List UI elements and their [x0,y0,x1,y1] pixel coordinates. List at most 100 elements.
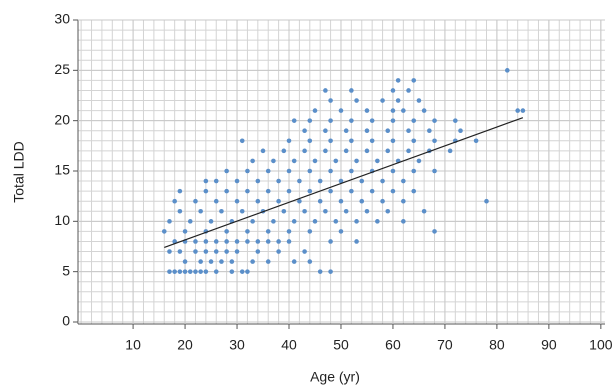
point [297,178,302,184]
point [245,168,250,174]
point [302,148,307,154]
point [349,138,354,144]
point [286,229,292,234]
point [255,249,261,254]
point [255,239,261,244]
point [172,239,177,244]
point [203,188,209,194]
y-tick-label: 15 [54,162,70,178]
point [193,239,198,244]
y-tick-label: 25 [54,61,70,77]
point [390,188,396,194]
point [323,148,328,154]
point [380,98,385,103]
y-tick-label: 20 [54,111,70,127]
point [203,178,209,184]
point [255,198,261,204]
point [224,188,229,194]
point [484,198,489,204]
y-axis-label: Total LDD [11,141,27,202]
point [203,249,209,254]
point [432,118,437,123]
point [364,128,370,134]
point [390,108,396,113]
point [245,269,250,274]
point [234,178,240,184]
point [317,198,323,204]
point [323,208,328,214]
point [276,239,281,244]
point [234,249,240,254]
point [401,219,406,224]
point [364,208,370,214]
point [224,249,229,254]
point [265,259,271,264]
y-tick-label: 0 [62,313,70,329]
point [213,198,219,204]
point [276,249,281,254]
trend-line [164,117,524,249]
point [390,138,396,144]
point [229,269,235,274]
point [245,229,250,234]
point [265,188,271,194]
point [245,188,250,194]
point [354,158,359,164]
point [447,148,453,154]
point [265,239,271,244]
point [401,108,406,113]
x-axis-label: Age (yr) [310,369,360,385]
point [302,128,307,134]
point [234,198,240,204]
x-tick-label: 60 [385,337,401,353]
point [239,269,245,274]
point [213,269,219,274]
point [328,168,333,174]
point [333,158,339,164]
point [323,128,328,134]
point [291,118,297,123]
x-tick-label: 50 [333,337,349,353]
point [354,98,359,103]
point [208,259,214,264]
point [338,229,344,234]
point [385,208,391,214]
point [432,229,437,234]
point [167,269,172,274]
point [343,148,349,154]
point [229,259,235,264]
point [161,229,167,234]
point [453,118,458,123]
point [333,219,339,224]
point [375,158,380,164]
point [390,88,396,93]
point [281,148,287,154]
point [239,138,245,144]
point [364,148,370,154]
point [343,128,349,134]
point [177,269,183,274]
point [250,158,255,164]
point [411,118,417,123]
point [224,168,229,174]
point [213,249,219,254]
point [369,138,375,144]
point [291,219,297,224]
point [369,188,375,194]
point [203,269,209,274]
point [343,208,349,214]
point [286,239,292,244]
point [219,208,224,214]
point [401,198,406,204]
point [239,208,245,214]
point [271,158,276,164]
point [380,178,385,184]
point [187,269,193,274]
point [338,178,344,184]
point [177,208,183,214]
point [302,208,307,214]
y-tick-label: 5 [62,262,70,278]
point [203,239,209,244]
point [416,98,422,103]
point [390,168,396,174]
